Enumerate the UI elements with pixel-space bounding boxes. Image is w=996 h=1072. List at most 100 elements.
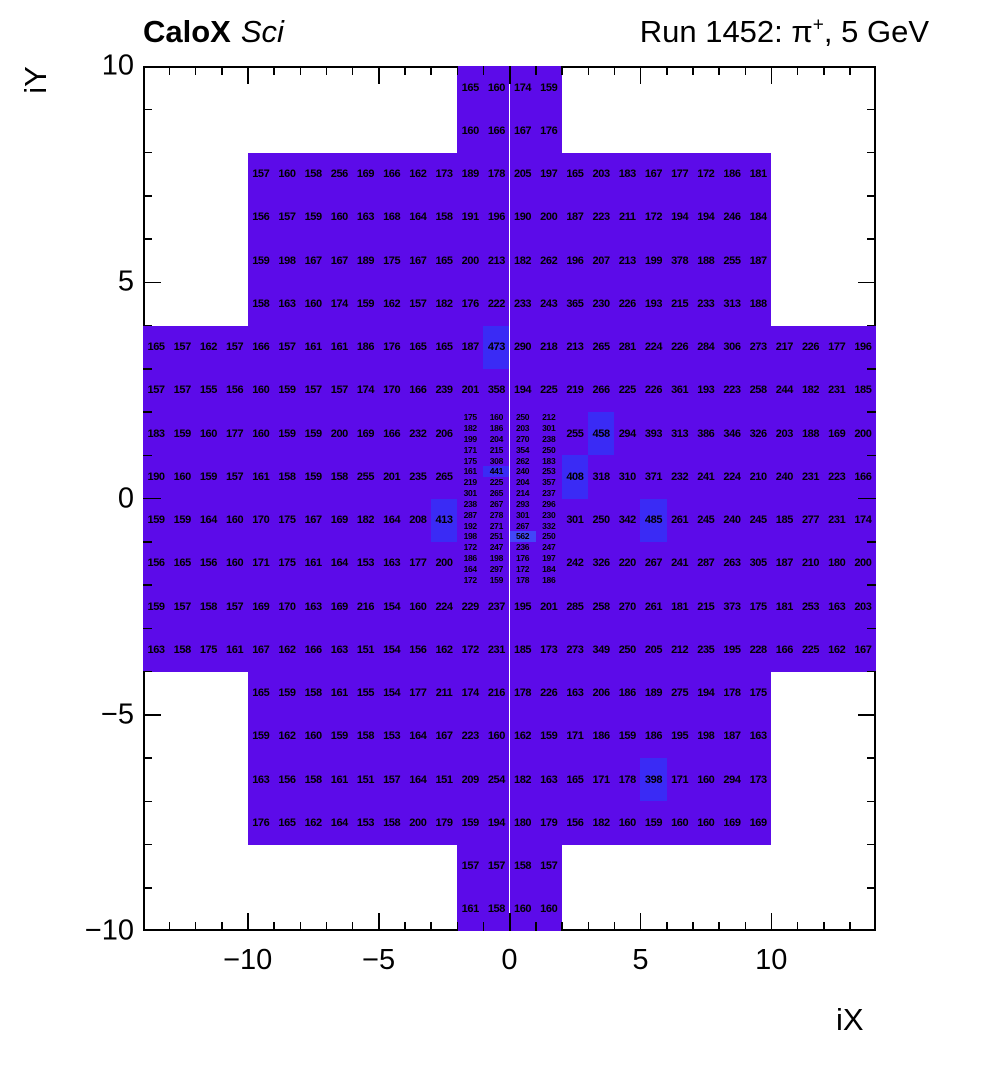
cell: 217 [771,325,798,369]
fine-cell: 301 [535,422,562,434]
cell: 175 [195,628,222,672]
fine-cell: 212 [535,412,562,423]
axis-tick [273,922,275,931]
axis-tick [299,66,302,75]
cell: 244 [771,368,798,412]
cell: 160 [457,109,484,153]
axis-tick [143,195,152,197]
axis-tick [143,714,161,716]
cell: 166 [404,368,431,412]
cell: 222 [483,282,510,326]
cell: 275 [666,671,693,715]
cell: 151 [352,758,379,802]
cell: 203 [849,585,876,629]
cell: 216 [352,585,379,629]
cell: 160 [483,714,510,758]
fine-cell: 214 [509,487,536,499]
cell: 199 [640,239,667,283]
cell: 157 [273,325,301,369]
cell: 168 [378,195,405,239]
fine-cell: 184 [535,563,562,575]
cell: 187 [745,239,772,283]
cell: 165 [169,541,196,585]
cell: 158 [195,585,222,629]
fine-cell: 219 [457,476,484,488]
cell: 164 [404,758,431,802]
fine-cell: 175 [457,412,484,423]
fine-cell: 293 [509,498,536,510]
cell: 160 [509,887,536,931]
axis-tick [639,913,642,931]
cell: 161 [326,325,353,369]
cell: 194 [692,195,719,239]
axis-tick [143,887,152,889]
cell: 156 [247,195,274,239]
axis-tick [351,66,354,75]
cell: 163 [143,628,170,672]
axis-tick [867,670,876,673]
cell: 160 [247,368,274,412]
cell: 231 [483,628,510,672]
cell: 267 [640,541,667,585]
cell: 194 [483,801,510,845]
fine-cell: 186 [483,422,510,434]
cell: 187 [561,195,589,239]
cell: 153 [378,714,405,758]
x-tick-label: 0 [501,944,518,976]
axis-tick [221,922,223,931]
cell: 167 [640,152,667,196]
cell: 197 [535,152,562,196]
cell: 408 [561,455,589,499]
axis-tick [509,66,511,84]
axis-tick [561,922,563,931]
cell: 281 [614,325,641,369]
axis-tick [639,66,642,84]
y-tick-label: 5 [117,265,134,298]
cell: 164 [404,195,431,239]
cell: 161 [300,541,327,585]
cell: 184 [745,195,772,239]
cell: 213 [614,239,641,283]
fine-cell: 198 [457,530,484,542]
fine-cell: 250 [535,530,562,542]
fine-cell: 357 [535,476,562,488]
cell: 239 [430,368,458,412]
cell: 155 [195,368,222,412]
axis-tick [378,66,380,84]
cell: 196 [849,325,876,369]
cell: 159 [195,455,222,499]
cell: 160 [614,801,641,845]
cell: 159 [457,801,484,845]
cell: 189 [640,671,667,715]
cell: 159 [247,239,274,283]
axis-tick [482,66,485,75]
cell: 172 [692,152,719,196]
fine-cell: 182 [457,422,484,434]
axis-tick [143,843,152,846]
cell: 240 [771,455,798,499]
cell: 166 [771,628,798,672]
axis-tick [143,281,161,283]
cell: 273 [745,325,772,369]
cell: 175 [273,498,301,542]
cell: 167 [326,239,353,283]
cell: 223 [718,368,746,412]
cell: 224 [640,325,667,369]
cell: 265 [588,325,615,369]
axis-tick [867,324,876,327]
cell: 157 [221,325,248,369]
axis-tick [744,922,747,931]
cell: 157 [300,368,327,412]
fine-cell: 237 [535,487,562,499]
cell: 255 [352,455,379,499]
cell: 256 [326,152,353,196]
cell: 270 [614,585,641,629]
cell: 206 [430,412,458,456]
cell: 165 [430,239,458,283]
cell: 157 [483,844,510,888]
cell: 165 [561,152,589,196]
axis-tick [143,584,152,586]
cell: 200 [457,239,484,283]
cell: 162 [509,714,536,758]
cell: 187 [771,541,798,585]
